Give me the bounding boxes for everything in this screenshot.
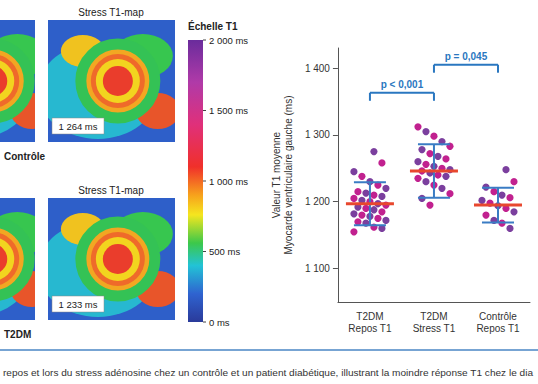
svg-text:1 100: 1 100 xyxy=(305,263,330,274)
svg-text:1 500 ms: 1 500 ms xyxy=(209,105,248,116)
svg-text:Contrôle: Contrôle xyxy=(4,151,46,162)
svg-text:T2DM: T2DM xyxy=(356,311,383,322)
svg-text:500 ms: 500 ms xyxy=(209,246,240,257)
svg-text:Repos T1: Repos T1 xyxy=(476,323,520,334)
svg-text:1 300: 1 300 xyxy=(305,129,330,140)
svg-text:T2DM: T2DM xyxy=(4,329,31,340)
svg-text:1 233 ms: 1 233 ms xyxy=(58,299,97,310)
svg-text:1 400: 1 400 xyxy=(305,63,330,74)
svg-text:repos et lors du stress adénos: repos et lors du stress adénosine chez u… xyxy=(3,368,533,378)
svg-text:Valeur T1 moyenne: Valeur T1 moyenne xyxy=(271,131,282,218)
svg-text:T2DM: T2DM xyxy=(420,311,447,322)
svg-text:Myocarde ventriculaire gauche: Myocarde ventriculaire gauche (ms) xyxy=(283,96,294,255)
svg-text:0 ms: 0 ms xyxy=(209,317,230,328)
svg-text:Stress T1-map: Stress T1-map xyxy=(78,7,144,18)
svg-text:p = 0,045: p = 0,045 xyxy=(445,51,488,62)
svg-text:Stress T1: Stress T1 xyxy=(413,323,456,334)
svg-text:1 264 ms: 1 264 ms xyxy=(58,121,97,132)
svg-text:1 200: 1 200 xyxy=(305,196,330,207)
svg-text:2 000 ms: 2 000 ms xyxy=(209,35,248,46)
svg-text:Repos T1: Repos T1 xyxy=(348,323,392,334)
svg-text:p < 0,001: p < 0,001 xyxy=(381,79,424,90)
svg-text:Contrôle: Contrôle xyxy=(479,311,517,322)
svg-text:Stress T1-map: Stress T1-map xyxy=(78,185,144,196)
svg-text:1 000 ms: 1 000 ms xyxy=(209,176,248,187)
svg-text:Échelle T1: Échelle T1 xyxy=(188,20,238,32)
